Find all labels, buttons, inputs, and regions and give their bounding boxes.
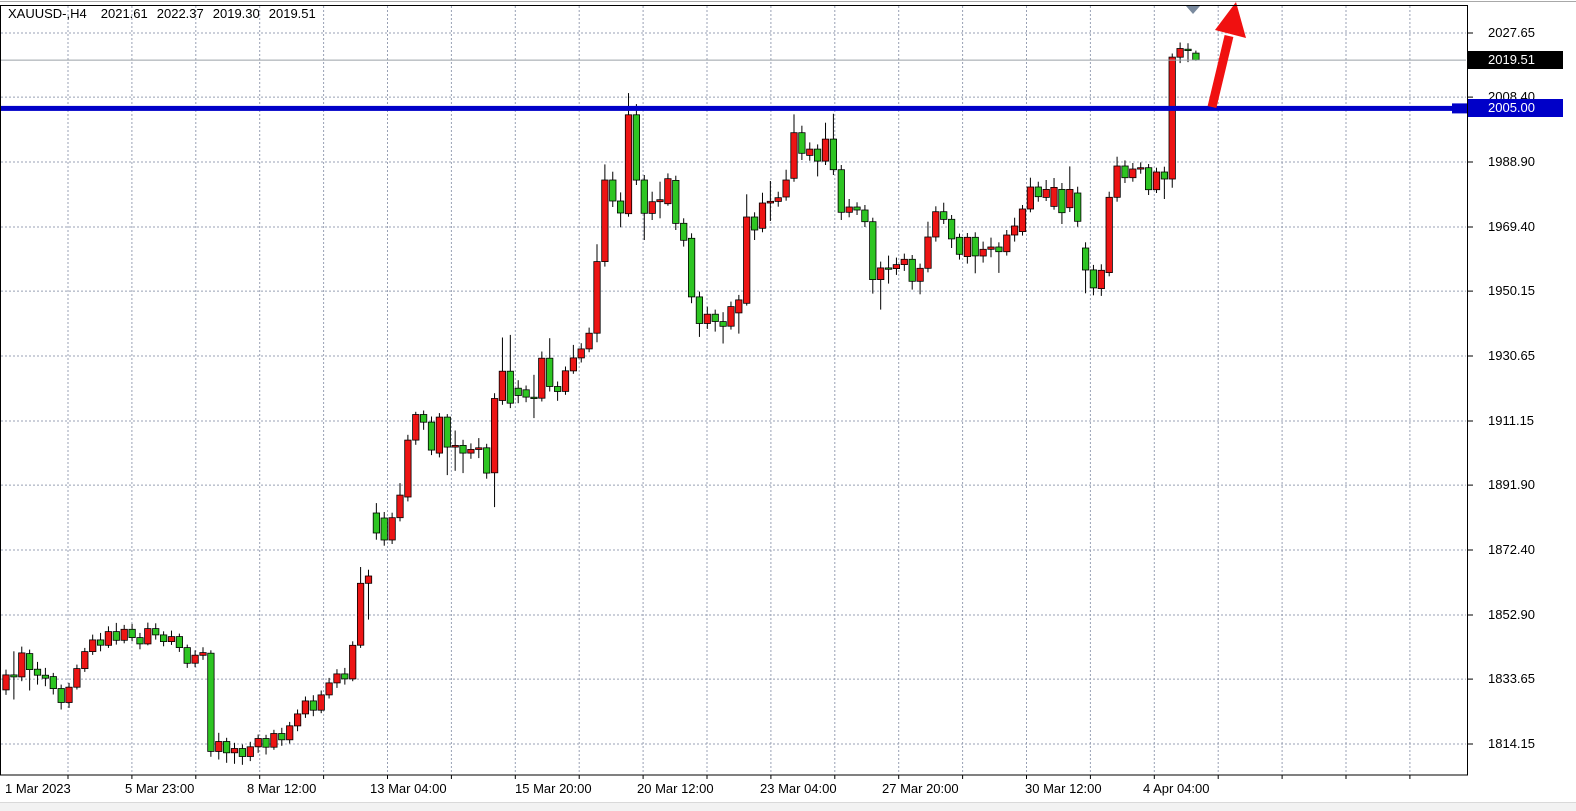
ohlc-low: 2019.30 <box>212 6 260 21</box>
price-axis-label: 1833.65 <box>1488 671 1535 686</box>
price-axis-label: 1872.40 <box>1488 542 1535 557</box>
time-axis-label: 4 Apr 04:00 <box>1143 781 1210 796</box>
horizontal-line-2005[interactable] <box>0 105 1467 111</box>
price-axis-label: 1988.90 <box>1488 154 1535 169</box>
time-axis-label: 8 Mar 12:00 <box>247 781 317 796</box>
price-axis-label: 2027.65 <box>1488 25 1535 40</box>
candles-layer <box>2 42 1200 765</box>
ohlc-close: 2019.51 <box>268 6 316 21</box>
time-axis-label: 27 Mar 20:00 <box>882 781 959 796</box>
trend-arrow[interactable] <box>1207 2 1246 109</box>
price-axis-label: 1930.65 <box>1488 348 1535 363</box>
time-axis-label: 23 Mar 04:00 <box>760 781 837 796</box>
price-axis-label: 1891.90 <box>1488 477 1535 492</box>
chart-shift-marker-icon[interactable] <box>1186 6 1200 14</box>
symbol-timeframe: XAUUSD-,H4 <box>8 6 87 21</box>
price-axis-label: 1814.15 <box>1488 736 1535 751</box>
ohlc-title: XAUUSD-,H4 2021.61 2022.37 2019.30 2019.51 <box>8 6 325 21</box>
current-price-tag: 2019.51 <box>1468 51 1563 69</box>
price-axis-label: 1969.40 <box>1488 219 1535 234</box>
time-axis-label: 30 Mar 12:00 <box>1025 781 1102 796</box>
window-bottom-strip <box>0 802 1576 811</box>
price-axis-label: 1911.15 <box>1488 413 1535 428</box>
time-axis-label: 20 Mar 12:00 <box>637 781 714 796</box>
hline-price-tag: 2005.00 <box>1468 99 1563 117</box>
price-axis-label: 1950.15 <box>1488 283 1535 298</box>
time-axis-label: 13 Mar 04:00 <box>370 781 447 796</box>
time-axis-label: 15 Mar 20:00 <box>515 781 592 796</box>
ohlc-open: 2021.61 <box>100 6 148 21</box>
time-axis-label: 5 Mar 23:00 <box>125 781 195 796</box>
horizontal-line-axis-nub <box>1452 103 1467 114</box>
ohlc-high: 2022.37 <box>156 6 204 21</box>
chart-frame <box>0 5 1468 776</box>
time-axis-label: 1 Mar 2023 <box>5 781 71 796</box>
price-axis-label: 1852.90 <box>1488 607 1535 622</box>
